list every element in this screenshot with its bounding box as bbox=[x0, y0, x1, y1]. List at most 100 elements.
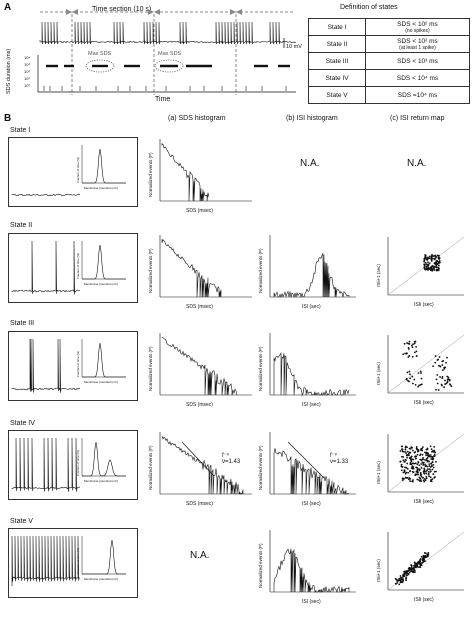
returnmap-point bbox=[402, 459, 405, 461]
returnmap-point bbox=[414, 462, 417, 465]
returnmap-point bbox=[417, 372, 420, 374]
returnmap-point bbox=[433, 445, 436, 448]
returnmap-point bbox=[441, 376, 444, 378]
returnmap-point bbox=[424, 555, 427, 558]
panel-b-label: B bbox=[4, 113, 12, 124]
returnmap-point bbox=[405, 378, 408, 380]
returnmap-point bbox=[430, 480, 433, 483]
returnmap-point bbox=[425, 454, 428, 457]
definition-title: Definition of states bbox=[340, 4, 398, 11]
returnmap-point bbox=[408, 454, 410, 457]
returnmap-diagonal bbox=[387, 236, 465, 296]
returnmap-point bbox=[406, 467, 409, 470]
returnmap-point bbox=[414, 340, 417, 343]
inset-x-label: Membrane potential (mV) bbox=[84, 479, 118, 483]
returnmap-point bbox=[406, 477, 409, 479]
state-5-sds-na: N.A. bbox=[190, 550, 210, 561]
returnmap-point bbox=[412, 458, 415, 461]
returnmap-y-label: ISIi+1 (sec) bbox=[376, 362, 381, 385]
returnmap-point bbox=[405, 471, 408, 474]
isi-x-label: ISI (sec) bbox=[302, 304, 321, 310]
state-label-4: State IV bbox=[10, 420, 35, 427]
inset-y-label: Fraction of time (%) bbox=[76, 548, 80, 574]
panel-a-traces bbox=[37, 9, 297, 95]
returnmap-point bbox=[436, 374, 439, 376]
returnmap-point bbox=[429, 476, 432, 479]
returnmap-point bbox=[399, 575, 402, 577]
isi-powerlaw-label: f⁻ᵛ ν=1.33 bbox=[330, 453, 349, 465]
returnmap-point bbox=[403, 461, 406, 463]
panel-a: A Time section (10 s) bbox=[0, 0, 474, 112]
isi-histogram-line bbox=[273, 352, 350, 397]
returnmap-point bbox=[398, 579, 400, 582]
returnmap-point bbox=[450, 385, 453, 388]
returnmap-point bbox=[437, 262, 440, 265]
returnmap-point bbox=[414, 566, 417, 569]
returnmap-point bbox=[438, 254, 440, 257]
returnmap-point bbox=[408, 571, 411, 574]
returnmap-point bbox=[408, 340, 411, 343]
returnmap-point bbox=[434, 451, 437, 454]
time-axis-label: Time bbox=[155, 96, 171, 103]
returnmap-x-label: ISIi (sec) bbox=[414, 400, 434, 406]
returnmap-point bbox=[421, 446, 424, 449]
returnmap-point bbox=[418, 566, 420, 569]
state-label-1: State I bbox=[10, 127, 31, 134]
state-2-trace-panel bbox=[8, 233, 138, 303]
returnmap-point bbox=[433, 453, 436, 456]
returnmap-point bbox=[430, 260, 433, 262]
isi-powerlaw-fit bbox=[287, 441, 325, 479]
returnmap-point bbox=[413, 342, 416, 345]
state-1-isi-na: N.A. bbox=[300, 158, 320, 169]
returnmap-point bbox=[429, 470, 432, 473]
returnmap-point bbox=[438, 356, 441, 358]
returnmap-point bbox=[408, 477, 411, 479]
returnmap-point bbox=[432, 255, 435, 257]
state-5-trace-panel bbox=[8, 528, 138, 598]
returnmap-point bbox=[426, 259, 428, 261]
returnmap-point bbox=[426, 265, 428, 268]
returnmap-point bbox=[430, 458, 433, 460]
returnmap-point bbox=[429, 445, 432, 448]
returnmap-diagonal bbox=[387, 433, 465, 493]
returnmap-point bbox=[411, 567, 413, 570]
returnmap-point bbox=[439, 376, 441, 378]
inset-histogram-line bbox=[82, 244, 126, 280]
state-4-trace bbox=[11, 437, 81, 492]
col-b-header: (b) ISI histogram bbox=[286, 115, 338, 122]
returnmap-point bbox=[423, 552, 426, 554]
returnmap-point bbox=[444, 379, 446, 382]
returnmap-point bbox=[416, 467, 419, 470]
returnmap-point bbox=[412, 449, 414, 452]
isi-x-label: ISI (sec) bbox=[302, 402, 321, 408]
returnmap-point bbox=[427, 263, 429, 266]
returnmap-point bbox=[429, 466, 432, 468]
time-section-label: Time section (10 s) bbox=[92, 6, 152, 13]
returnmap-point bbox=[418, 464, 421, 467]
returnmap-point bbox=[400, 455, 403, 458]
returnmap-point bbox=[422, 463, 425, 466]
returnmap-x-label: ISIi (sec) bbox=[414, 302, 434, 308]
col-c-header: (c) ISI return map bbox=[390, 115, 445, 122]
returnmap-point bbox=[431, 257, 434, 260]
returnmap-point bbox=[437, 358, 440, 361]
returnmap-point bbox=[421, 449, 424, 452]
scale-bar-label: 10 mV bbox=[286, 44, 302, 50]
definition-row: State II SDS < 10² ms (at least 1 spike) bbox=[308, 35, 470, 53]
returnmap-point bbox=[426, 553, 429, 556]
returnmap-point bbox=[443, 366, 446, 369]
returnmap-point bbox=[420, 448, 423, 451]
sds-x-label: SDS (msec) bbox=[186, 402, 213, 408]
returnmap-point bbox=[436, 254, 439, 257]
returnmap-point bbox=[429, 454, 432, 456]
returnmap-point bbox=[446, 375, 449, 378]
state-5-trace bbox=[11, 535, 81, 586]
returnmap-point bbox=[400, 465, 403, 468]
returnmap-point bbox=[404, 572, 407, 574]
returnmap-point bbox=[404, 476, 407, 479]
returnmap-point bbox=[426, 469, 428, 472]
returnmap-point bbox=[415, 445, 418, 448]
returnmap-point bbox=[401, 477, 404, 480]
returnmap-point bbox=[402, 471, 405, 474]
